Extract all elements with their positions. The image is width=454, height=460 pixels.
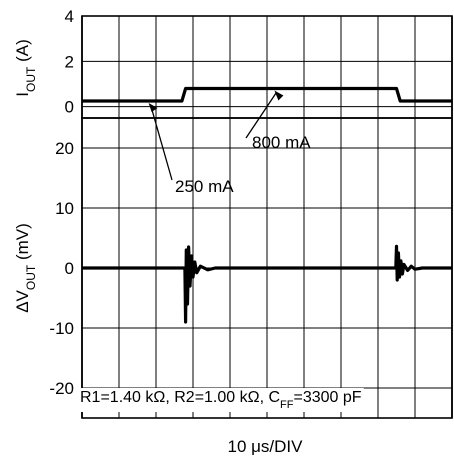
annotation-arrow [149,104,173,181]
series-trace [82,86,452,103]
y-tick-label: -10 [49,319,74,338]
condition-text: R1=1.40 kΩ, R2=1.00 kΩ, CFF=3300 pF [80,389,362,411]
condition-text-bg [78,388,364,412]
y-tick-label: 0 [65,259,74,278]
series-trace [82,244,452,324]
y-tick-label: -20 [49,379,74,398]
iout-axis-label: IOUT (A) [13,39,38,96]
annotation-250ma: 250 mA [175,177,234,196]
y-tick-label: 20 [55,139,74,158]
y-tick-label: 0 [65,98,74,117]
annotation-800ma: 800 mA [252,133,311,152]
annotation-arrow [245,92,277,139]
arrowhead [148,103,158,112]
iout-panel: 0 2 4 800 mA 250 mA [65,7,453,196]
y-tick-label: 2 [65,52,74,71]
arrowhead [274,90,284,101]
x-axis-label: 10 μs/DIV [228,437,304,456]
vout-axis-label: ΔVOUT (mV) [13,223,38,313]
y-tick-label: 10 [55,199,74,218]
vout-panel: 20 10 0 -10 -20 [49,117,453,419]
y-tick-label: 4 [65,7,74,26]
